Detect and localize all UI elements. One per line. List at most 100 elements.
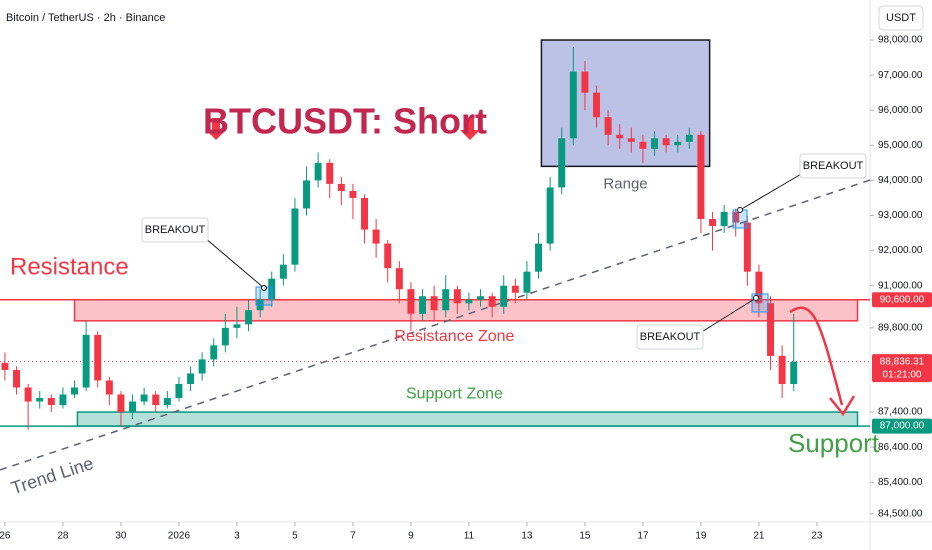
price-label-box [872, 418, 932, 434]
candle-body [349, 190, 357, 198]
candle-body [593, 92, 601, 118]
candle-body [639, 141, 647, 149]
plot [0, 39, 871, 471]
candle-body [790, 361, 798, 384]
candle-body [511, 285, 519, 293]
x-tick-label: 26 [0, 531, 11, 542]
candle-body [361, 197, 369, 230]
candle-body [430, 296, 438, 311]
currency-box[interactable] [878, 5, 924, 31]
title-arrow [206, 118, 226, 140]
candle-body [163, 398, 171, 406]
x-tick-label: 23 [811, 531, 823, 542]
y-tick-label: 92,000.00 [878, 245, 923, 256]
x-tick-label: 30 [115, 531, 127, 542]
candle-body [546, 187, 554, 244]
candle-body [384, 243, 392, 269]
callout-box [799, 153, 867, 179]
currency: USDT [886, 12, 916, 24]
y-tick-label: 86,400.00 [878, 442, 923, 453]
candle-body [13, 369, 21, 388]
candle-body [453, 289, 461, 304]
callout-line [204, 237, 265, 289]
zone [540, 39, 711, 168]
candle-body [442, 289, 450, 311]
x-tick-label: 15 [579, 531, 591, 542]
candle-body [71, 387, 79, 395]
candle-body [569, 71, 577, 139]
y-tick-label: 95,000.00 [878, 140, 923, 151]
callout-line [739, 172, 804, 211]
candle-body [140, 394, 148, 402]
y-tick-label: 84,500.00 [878, 508, 923, 519]
x-tick-label: 3 [234, 531, 240, 542]
support-label: Support [788, 428, 880, 458]
resistance-label: Resistance [10, 253, 129, 280]
candle-body [36, 398, 44, 402]
candle-body [82, 334, 90, 388]
callout-line [699, 297, 757, 334]
candle-body [187, 373, 195, 384]
breakout-label: BREAKOUT [803, 160, 864, 172]
candle-body [755, 271, 763, 304]
y-tick-label: 91,000.00 [878, 280, 923, 291]
x-tick-label: 13 [521, 531, 533, 542]
price-label: 88,836.31 [880, 356, 925, 367]
candle-body [523, 271, 531, 293]
candle-body [616, 134, 624, 139]
candle-body [314, 162, 322, 181]
title: BTCUSDT: Short [203, 101, 487, 142]
y-tick-label: 98,000.00 [878, 35, 923, 46]
breakout-label: BREAKOUT [640, 331, 701, 343]
candle-body [662, 138, 670, 146]
candle-body [709, 219, 717, 227]
zone-label: Range [603, 175, 647, 192]
candle-body [152, 394, 160, 406]
x-tick-label: 21 [753, 531, 765, 542]
price-label-box [872, 292, 932, 308]
candle-body [233, 324, 241, 328]
price-label: 87,000.00 [880, 421, 925, 432]
candle-body [372, 229, 380, 244]
x-tick-label: 17 [637, 531, 649, 542]
candle-body [105, 380, 113, 395]
candle-body [558, 138, 566, 188]
y-tick-label: 97,000.00 [878, 70, 923, 81]
zone-label: Support Zone [406, 385, 503, 402]
candle-body [129, 401, 137, 413]
callout-box [141, 217, 209, 243]
candle-body [407, 289, 415, 314]
candle-body [732, 211, 740, 223]
candle-body [175, 383, 183, 399]
candle-body [488, 296, 496, 307]
y-tick-label: 85,400.00 [878, 477, 923, 488]
candle-body [198, 359, 206, 374]
candle-body [674, 141, 682, 146]
y-tick-label: 93,000.00 [878, 210, 923, 221]
callout-dot [737, 207, 743, 213]
price-label: 90,600.00 [880, 294, 925, 305]
symbol: Bitcoin / TetherUS · 2h · Binance [6, 12, 165, 24]
projection-path [789, 306, 844, 406]
candle-body [720, 211, 728, 227]
candle-body [627, 138, 635, 142]
projection-arrowhead [829, 395, 856, 417]
candle-body [743, 222, 751, 272]
candle-body [47, 398, 55, 406]
candle-body [221, 327, 229, 346]
candle-body [419, 296, 427, 314]
callout-dot [753, 295, 759, 301]
candle-body [500, 285, 508, 307]
candle-body [767, 303, 775, 356]
zone-label: Resistance Zone [394, 328, 514, 345]
y-tick-label: 89,800.00 [878, 322, 923, 333]
candle-body [24, 387, 32, 402]
candle-body [245, 310, 253, 325]
candle-body [778, 355, 786, 384]
candle-body [279, 264, 287, 279]
callout-dot [261, 285, 267, 291]
y-tick-label: 94,000.00 [878, 175, 923, 186]
candle-body [697, 134, 705, 220]
candle-body [604, 117, 612, 135]
candle-body [581, 71, 589, 93]
